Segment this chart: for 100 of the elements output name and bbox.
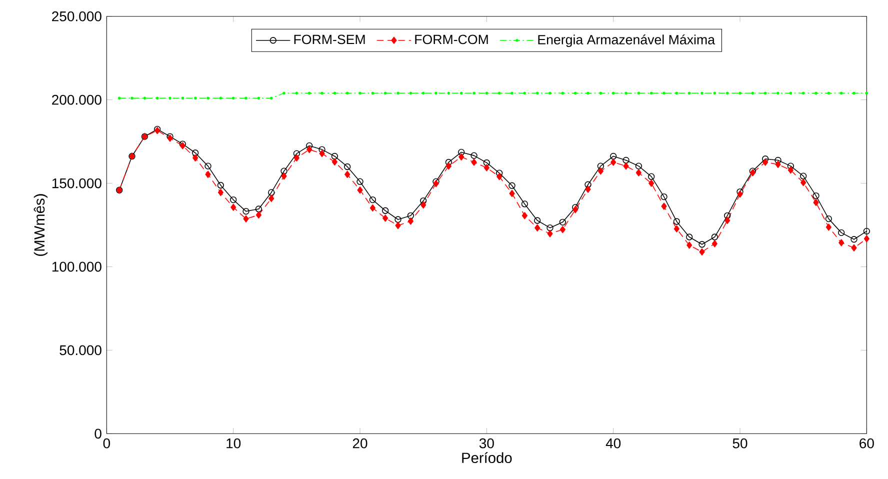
x-tick-label: 0	[103, 438, 110, 448]
point	[280, 168, 288, 174]
point	[496, 170, 503, 176]
y-tick-label: 50.000	[60, 345, 102, 356]
point	[660, 193, 668, 200]
point	[812, 192, 820, 200]
point	[546, 224, 554, 232]
point	[293, 150, 300, 157]
point	[218, 188, 224, 196]
point	[787, 162, 794, 170]
point	[306, 146, 312, 154]
point	[610, 158, 616, 166]
point	[255, 206, 262, 212]
point	[762, 158, 768, 166]
point	[724, 212, 731, 219]
point	[420, 201, 426, 209]
point	[597, 162, 604, 170]
point	[522, 212, 528, 220]
point	[318, 146, 326, 153]
point	[712, 240, 718, 248]
point	[458, 148, 465, 156]
x-tick-label: 60	[860, 438, 874, 448]
point	[483, 159, 490, 166]
point	[838, 229, 845, 236]
point	[344, 170, 350, 178]
point	[622, 156, 630, 164]
point	[585, 186, 591, 193]
point	[711, 234, 718, 240]
point	[547, 230, 553, 238]
y-tick-label: 100.000	[52, 262, 102, 272]
point	[204, 162, 212, 170]
point	[863, 228, 870, 235]
point	[395, 222, 401, 230]
x-tick-label: 10	[226, 438, 241, 448]
point	[648, 180, 654, 187]
point	[864, 235, 870, 242]
point	[674, 225, 680, 232]
point	[623, 162, 629, 170]
x-tick-label: 50	[732, 438, 748, 448]
y-tick-label: 0	[94, 428, 102, 439]
x-tick-label: 30	[479, 438, 494, 448]
point	[673, 218, 680, 225]
point	[521, 200, 528, 208]
point	[394, 216, 402, 223]
point	[826, 224, 832, 231]
point	[648, 173, 655, 180]
point	[698, 241, 706, 248]
point	[294, 154, 300, 162]
point	[534, 217, 541, 224]
point	[509, 190, 515, 198]
point	[432, 178, 440, 185]
point	[205, 170, 211, 178]
y-axis-title: (MWmês)	[34, 194, 48, 256]
point	[838, 239, 844, 246]
point	[331, 152, 338, 160]
point	[686, 234, 693, 240]
point	[344, 163, 351, 170]
point	[496, 172, 502, 180]
point	[850, 236, 858, 243]
point	[610, 152, 617, 160]
point	[408, 218, 414, 225]
point	[458, 153, 464, 160]
point	[382, 207, 389, 214]
point	[217, 182, 224, 189]
point	[636, 169, 642, 176]
x-axis-title: Período	[462, 452, 512, 464]
point	[433, 180, 439, 188]
point	[471, 158, 477, 166]
point	[445, 158, 452, 166]
point	[332, 158, 338, 166]
point	[356, 178, 364, 185]
point	[598, 167, 604, 175]
point	[635, 162, 642, 170]
point	[724, 216, 730, 224]
point	[370, 204, 376, 212]
point	[584, 181, 592, 188]
x-tick-label: 40	[606, 438, 621, 448]
point	[230, 196, 237, 204]
x-tick-label: 20	[352, 438, 368, 448]
legend-label: FORM-SEM	[294, 34, 365, 44]
point	[572, 206, 578, 214]
point	[192, 150, 199, 156]
point	[319, 150, 325, 158]
point	[242, 208, 250, 215]
point	[484, 164, 490, 172]
point	[357, 186, 363, 194]
point	[800, 179, 806, 186]
point	[281, 172, 287, 180]
point	[560, 226, 566, 234]
point	[243, 215, 249, 222]
y-tick-label: 250.000	[52, 11, 102, 22]
point	[192, 154, 198, 162]
point	[534, 224, 540, 232]
point	[788, 166, 794, 174]
point	[800, 172, 807, 180]
point	[762, 156, 769, 162]
point	[851, 244, 857, 252]
point	[775, 160, 781, 168]
point	[774, 156, 782, 164]
point	[699, 248, 705, 256]
